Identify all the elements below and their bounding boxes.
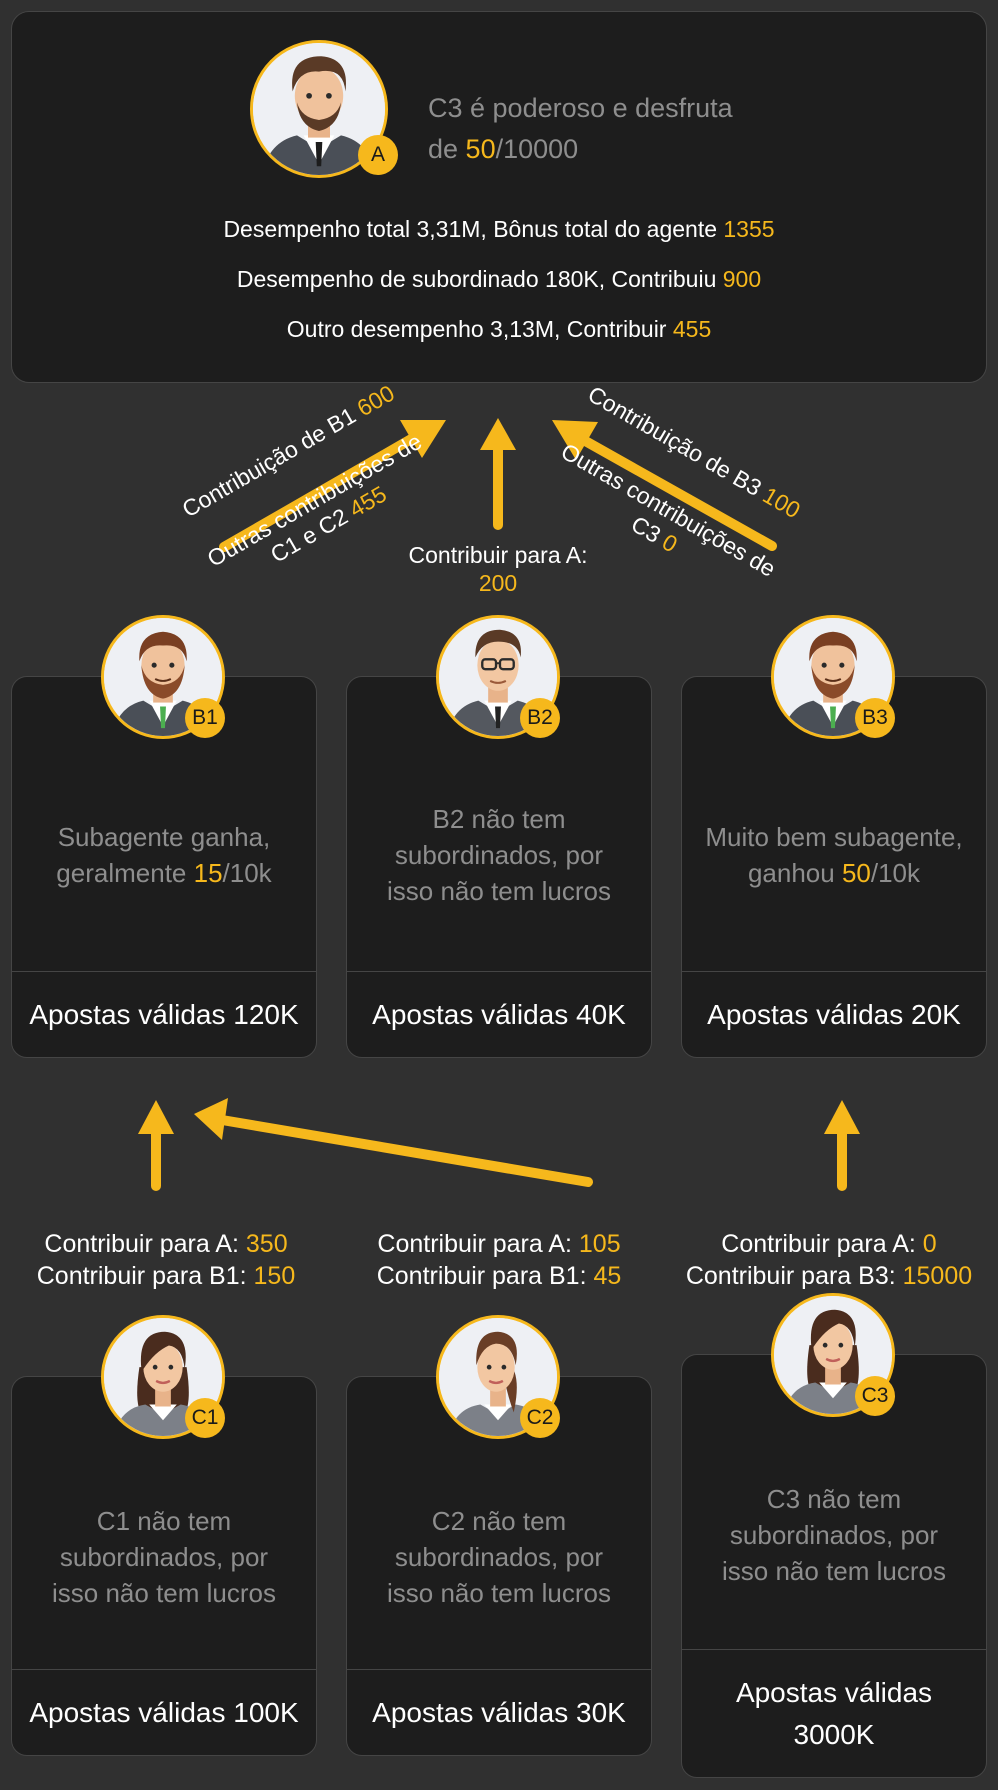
card-b3: Muito bem subagente, ganhou 50/10k Apost… — [681, 676, 987, 1058]
card-c3: C3 não tem subordinados, por isso não te… — [681, 1354, 987, 1778]
card-c1-description: C1 não tem subordinados, por isso não te… — [52, 1506, 276, 1608]
b3-badge: B3 — [855, 698, 895, 738]
card-b2-footer: Apostas válidas 40K — [347, 971, 651, 1057]
card-c1-footer: Apostas válidas 100K — [12, 1669, 316, 1755]
agent-a-badge: A — [358, 135, 398, 175]
arrow-c2-to-b1 — [194, 1098, 593, 1187]
c3-contribution-label: Contribuir para A: 0 Contribuir para B3:… — [685, 1230, 973, 1290]
b1-badge: B1 — [185, 698, 225, 738]
c2-contribution-label: Contribuir para A: 105 Contribuir para B… — [376, 1230, 622, 1290]
arrow-c3-to-b3 — [824, 1100, 860, 1191]
other-performance-line: Outro desempenho 3,13M, Contribuir 455 — [286, 316, 712, 342]
b2-badge: B2 — [520, 698, 560, 738]
arrow-c1-to-b1 — [138, 1100, 174, 1191]
subordinate-performance-line: Desempenho de subordinado 180K, Contribu… — [236, 266, 762, 292]
card-c3-description: C3 não tem subordinados, por isso não te… — [722, 1484, 946, 1586]
c1-contribution-label: Contribuir para A: 350 Contribuir para B… — [36, 1230, 296, 1290]
card-b1: Subagente ganha, geralmente 15/10k Apost… — [11, 676, 317, 1058]
top-agent-card: A C3 é poderoso e desfruta de 50/10000 D… — [11, 11, 987, 383]
card-b3-footer: Apostas válidas 20K — [682, 971, 986, 1057]
card-c3-footer: Apostas válidas 3000K — [682, 1649, 986, 1777]
agent-a-avatar — [250, 40, 388, 178]
arrow-b2-to-a — [480, 418, 516, 530]
card-c2: C2 não tem subordinados, por isso não te… — [346, 1376, 652, 1756]
card-b3-description: Muito bem subagente, ganhou 50/10k — [705, 822, 963, 888]
card-c2-description: C2 não tem subordinados, por isso não te… — [387, 1506, 611, 1608]
card-c2-footer: Apostas válidas 30K — [347, 1669, 651, 1755]
card-b1-description: Subagente ganha, geralmente 15/10k — [56, 822, 272, 888]
total-performance-line: Desempenho total 3,31M, Bônus total do a… — [223, 216, 775, 242]
c1-badge: C1 — [185, 1398, 225, 1438]
c3-badge: C3 — [855, 1376, 895, 1416]
label-b2-contribution: Contribuir para A: 200 — [408, 542, 588, 596]
agent-a-description: C3 é poderoso e desfruta de 50/10000 — [428, 93, 733, 164]
card-b2: B2 não tem subordinados, por isso não te… — [346, 676, 652, 1058]
card-c1: C1 não tem subordinados, por isso não te… — [11, 1376, 317, 1756]
c2-badge: C2 — [520, 1398, 560, 1438]
card-b2-description: B2 não tem subordinados, por isso não te… — [387, 804, 611, 906]
card-b1-footer: Apostas válidas 120K — [12, 971, 316, 1057]
